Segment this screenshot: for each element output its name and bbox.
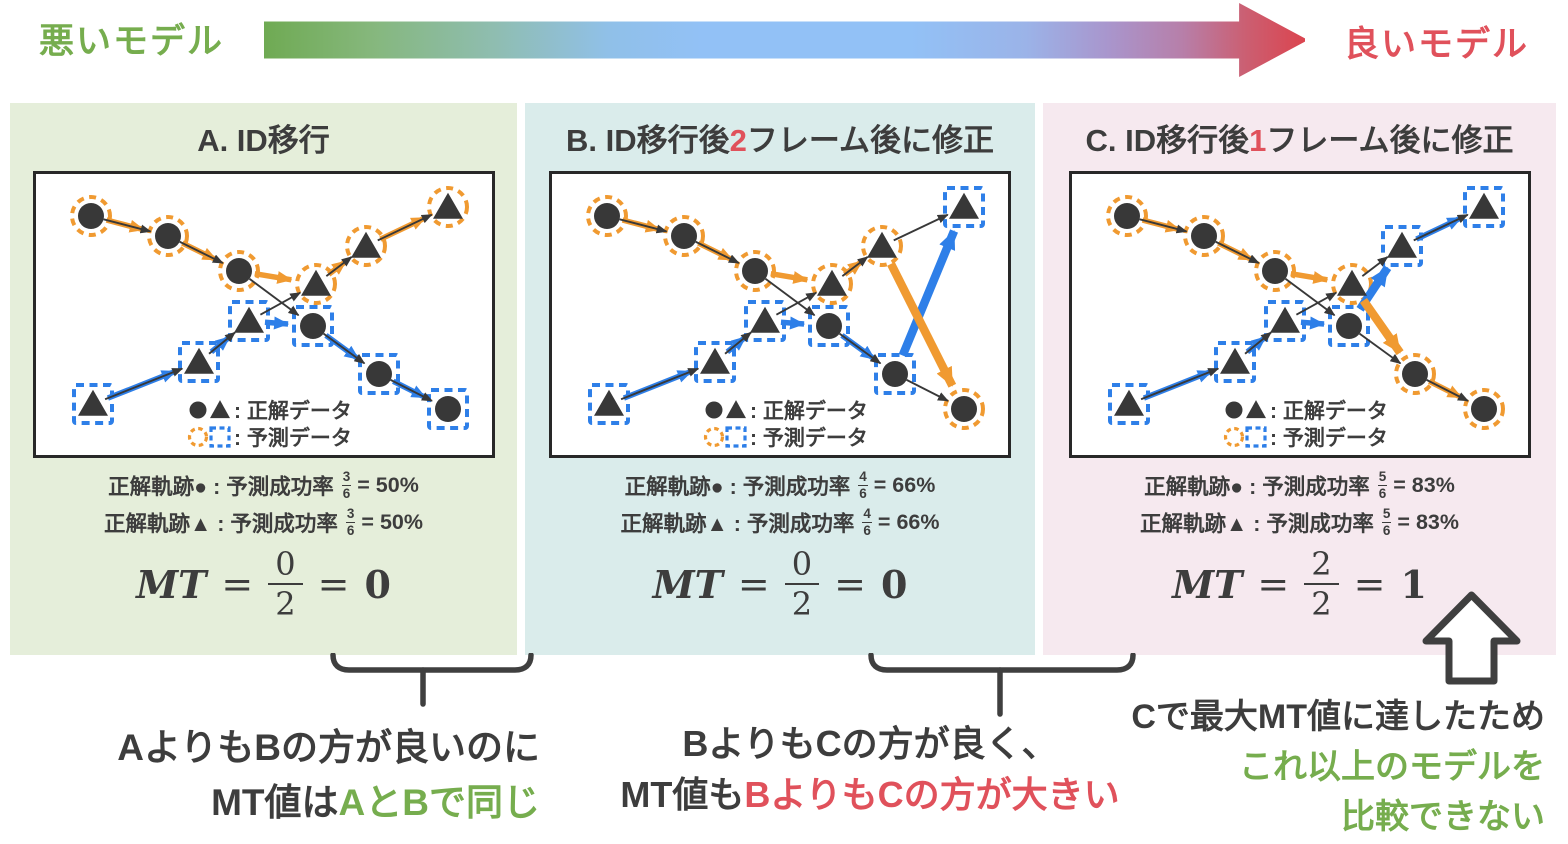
svg-text:: 正解データ: : 正解データ <box>750 399 868 423</box>
svg-text:: 正解データ: : 正解データ <box>1270 399 1388 423</box>
svg-text:: 予測データ: : 予測データ <box>750 426 868 450</box>
panel-c: C. ID移行後1フレーム後に修正 : 正解データ : 予測データ 正解軌跡● … <box>1043 103 1556 655</box>
stat-result: = 50% <box>361 510 423 534</box>
mt-symbol: MT <box>652 561 723 607</box>
stat-label: 正解軌跡▲ : 予測成功率 <box>620 512 855 536</box>
model-quality-gradient-arrow <box>264 3 1308 77</box>
stat-label: 正解軌跡▲ : 予測成功率 <box>104 512 338 536</box>
mt-symbol: MT <box>136 561 207 607</box>
equals-sign: = <box>1353 562 1386 607</box>
mt-result: 1 <box>1400 561 1427 607</box>
equals-sign: = <box>221 562 254 607</box>
stat-label: 正解軌跡▲ : 予測成功率 <box>1140 512 1374 536</box>
stat-result: = 83% <box>1397 510 1459 534</box>
brace-a-b <box>330 653 534 707</box>
mt-symbol: MT <box>1172 561 1243 607</box>
equals-sign: = <box>737 562 770 607</box>
equals-sign: = <box>834 562 866 607</box>
note-max-mt: Cで最大MT値に達したため これ以上のモデルを 比較できない <box>1115 692 1545 842</box>
panel-c-title: C. ID移行後1フレーム後に修正 <box>1085 123 1514 158</box>
note-line: MT値はAとBで同じ <box>211 782 540 823</box>
note-line: MT値もBよりもCの方が大きい <box>620 774 1120 815</box>
brace-b-c <box>868 653 1136 717</box>
max-mt-up-arrow-icon <box>1422 591 1521 685</box>
good-model-label: 良いモデル <box>1305 4 1568 78</box>
panel-b: B. ID移行後2フレーム後に修正 : 正解データ : 予測データ 正解軌跡● … <box>525 103 1035 655</box>
stat-label: 正解軌跡● : 予測成功率 <box>108 475 334 499</box>
note-line: AよりもBの方が良いのに <box>117 727 540 768</box>
stat-label: 正解軌跡● : 予測成功率 <box>1144 475 1370 499</box>
panel-b-title: B. ID移行後2フレーム後に修正 <box>566 123 994 158</box>
svg-text:: 予測データ: : 予測データ <box>1270 426 1388 450</box>
note-line: Cで最大MT値に達したため <box>1131 698 1545 736</box>
mt-result: 0 <box>880 561 908 607</box>
stat-result: = 66% <box>873 473 936 497</box>
bad-model-label: 悪いモデル <box>0 4 263 73</box>
stat-result: = 66% <box>877 510 940 534</box>
note-line: 比較できない <box>1341 798 1545 836</box>
stat-result: = 50% <box>357 473 419 497</box>
panel-c-trajectory-diagram: : 正解データ : 予測データ <box>1068 171 1531 458</box>
panel-b-trajectory-diagram: : 正解データ : 予測データ <box>549 171 1011 458</box>
stat-label: 正解軌跡● : 予測成功率 <box>624 475 851 499</box>
panel-a-title: A. ID移行 <box>197 123 330 158</box>
svg-text:: 正解データ: : 正解データ <box>234 399 352 423</box>
equals-sign: = <box>317 562 350 607</box>
note-b-vs-c: BよりもCの方が良く、 MT値もBよりもCの方が大きい <box>615 718 1125 820</box>
panel-a-trajectory-diagram: : 正解データ : 予測データ <box>32 171 495 458</box>
equals-sign: = <box>1257 562 1290 607</box>
svg-text:: 予測データ: : 予測データ <box>234 426 352 450</box>
stat-result: = 83% <box>1393 473 1455 497</box>
note-line: これ以上のモデルを <box>1239 748 1545 786</box>
mt-result: 0 <box>364 561 391 607</box>
note-a-vs-b: AよりもBの方が良いのに MT値はAとBで同じ <box>42 712 562 838</box>
note-line: BよりもCの方が良く、 <box>682 723 1058 764</box>
